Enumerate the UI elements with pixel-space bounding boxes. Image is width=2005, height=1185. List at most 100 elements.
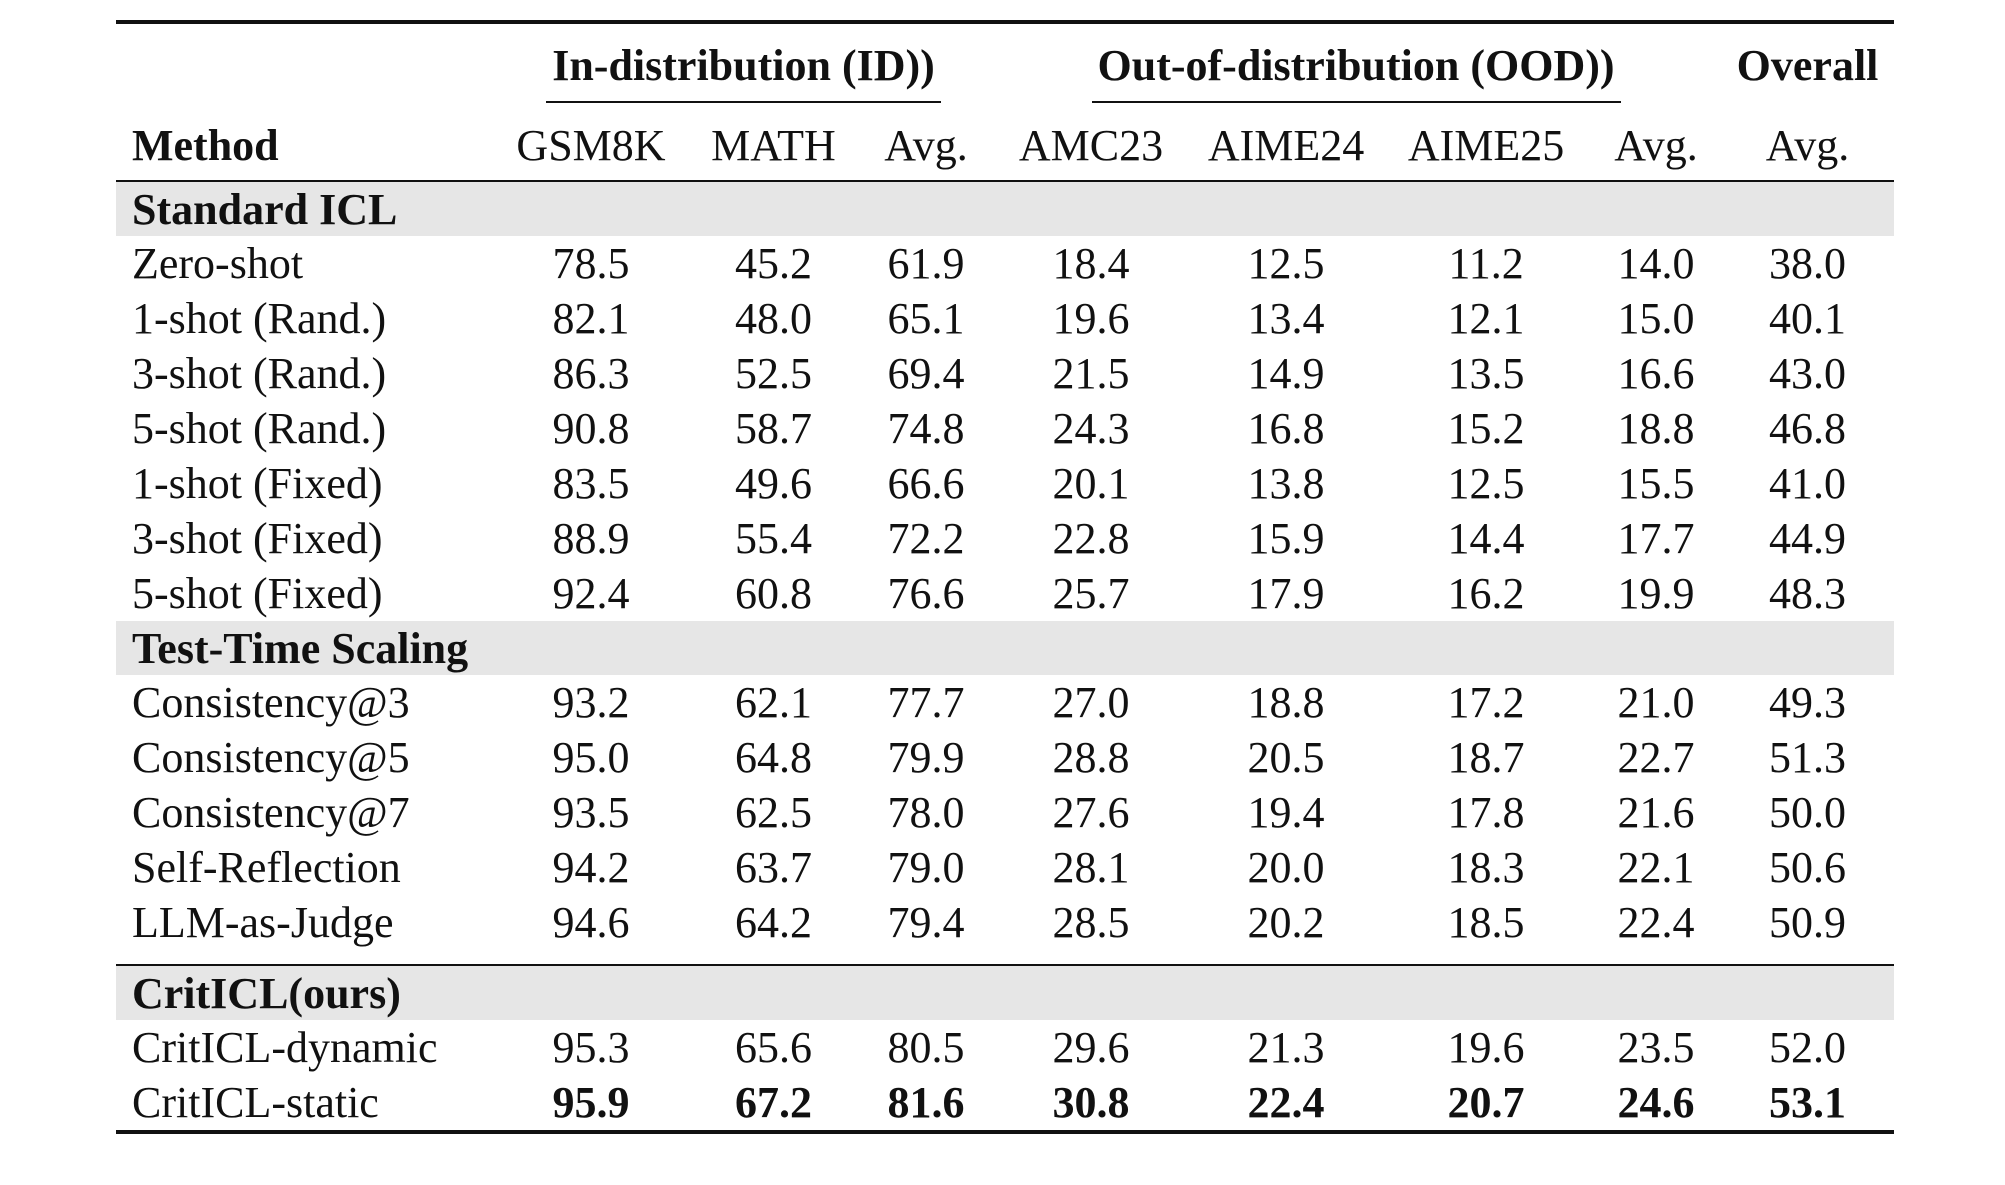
table-cell: 60.8 bbox=[735, 569, 812, 618]
table-cell: 14.9 bbox=[1247, 349, 1325, 398]
table-cell: 29.6 bbox=[1052, 1023, 1130, 1072]
table-cell: 63.7 bbox=[735, 843, 812, 892]
method-name: 1-shot (Fixed) bbox=[132, 459, 383, 508]
table-cell: 95.3 bbox=[552, 1023, 630, 1072]
table-cell: 62.1 bbox=[735, 678, 812, 727]
table-cell: 21.3 bbox=[1247, 1023, 1325, 1072]
table-row: Consistency@5 95.0 64.8 79.9 28.8 20.5 18.7 22.… bbox=[116, 730, 1894, 785]
table-cell: 17.2 bbox=[1447, 678, 1525, 727]
table-cell: 30.8 bbox=[991, 1075, 1192, 1134]
table-row: Zero-shot 78.5 45.2 61.9 18.4 12.5 11.2 14.0 38.… bbox=[116, 236, 1894, 291]
method-name: Consistency@3 bbox=[132, 678, 410, 727]
table-cell: 46.8 bbox=[1769, 404, 1847, 453]
table-cell: 67.2 bbox=[686, 1075, 861, 1134]
table-cell: 17.7 bbox=[1617, 514, 1695, 563]
section-title: Standard ICL bbox=[116, 181, 1895, 236]
group-header-row: In-distribution (ID)) Out-of-distributio… bbox=[116, 20, 1895, 110]
table-row: CritICL-dynamic 95.3 65.6 80.5 29.6 21.3 19.6 2… bbox=[116, 1020, 1894, 1075]
table-cell: 93.2 bbox=[552, 678, 630, 727]
section-header-row: Standard ICL bbox=[116, 181, 1895, 236]
table-cell: 65.6 bbox=[735, 1023, 812, 1072]
table-cell: 52.5 bbox=[735, 349, 812, 398]
table-cell: 43.0 bbox=[1769, 349, 1847, 398]
table-cell: 15.2 bbox=[1447, 404, 1525, 453]
column-header-row: Method GSM8K MATH Avg. AMC23 AIME24 AIME… bbox=[116, 110, 1895, 182]
table-cell: 53.1 bbox=[1721, 1075, 1895, 1134]
table-cell: 45.2 bbox=[735, 239, 812, 288]
method-name: 3-shot (Rand.) bbox=[132, 349, 387, 398]
table-cell: 19.9 bbox=[1617, 569, 1695, 618]
table-cell: 24.6 bbox=[1591, 1075, 1722, 1134]
table-cell: 27.6 bbox=[1052, 788, 1130, 837]
method-name: CritICL-static bbox=[116, 1075, 496, 1134]
section-title: CritICL(ours) bbox=[116, 964, 1895, 1020]
table-cell: 62.5 bbox=[735, 788, 812, 837]
table-cell: 25.7 bbox=[1052, 569, 1130, 618]
column-header-aime25: AIME25 bbox=[1381, 110, 1592, 182]
section-header-row: Test-Time Scaling bbox=[116, 621, 1895, 675]
table-row: Consistency@3 93.2 62.1 77.7 27.0 18.8 17.2 21.… bbox=[116, 675, 1894, 730]
table-cell: 22.7 bbox=[1617, 733, 1695, 782]
table-cell: 48.3 bbox=[1769, 569, 1847, 618]
method-name: 5-shot (Fixed) bbox=[132, 569, 383, 618]
table-cell: 40.1 bbox=[1769, 294, 1847, 343]
table-cell: 20.7 bbox=[1381, 1075, 1592, 1134]
method-name: Consistency@7 bbox=[132, 788, 410, 837]
table-cell: 28.1 bbox=[1052, 843, 1130, 892]
table-cell: 95.0 bbox=[552, 733, 630, 782]
table-cell: 50.0 bbox=[1769, 788, 1847, 837]
table-cell: 22.4 bbox=[1617, 898, 1695, 947]
table-cell: 13.8 bbox=[1247, 459, 1325, 508]
table-cell: 72.2 bbox=[887, 514, 965, 563]
table-row: Self-Reflection 94.2 63.7 79.0 28.1 20.0 18.3 2… bbox=[116, 840, 1894, 895]
table-cell: 48.0 bbox=[735, 294, 812, 343]
method-name: 1-shot (Rand.) bbox=[132, 294, 387, 343]
column-header-ood-avg: Avg. bbox=[1591, 110, 1722, 182]
table-cell: 82.1 bbox=[552, 294, 630, 343]
table-cell: 28.5 bbox=[1052, 898, 1130, 947]
table-cell: 18.3 bbox=[1447, 843, 1525, 892]
table-cell: 22.4 bbox=[1191, 1075, 1382, 1134]
table-cell: 38.0 bbox=[1769, 239, 1847, 288]
table-cell: 13.5 bbox=[1447, 349, 1525, 398]
table-cell: 79.0 bbox=[887, 843, 965, 892]
table-cell: 20.2 bbox=[1247, 898, 1325, 947]
table-cell: 14.4 bbox=[1447, 514, 1525, 563]
table-cell: 79.4 bbox=[887, 898, 965, 947]
column-header-overall-avg: Avg. bbox=[1721, 110, 1895, 182]
table-cell: 14.0 bbox=[1617, 239, 1695, 288]
table-cell: 90.8 bbox=[552, 404, 630, 453]
table-cell: 13.4 bbox=[1247, 294, 1325, 343]
table-cell: 21.6 bbox=[1617, 788, 1695, 837]
table-cell: 19.6 bbox=[1052, 294, 1130, 343]
table-cell: 51.3 bbox=[1769, 733, 1847, 782]
table-cell: 79.9 bbox=[887, 733, 965, 782]
table-cell: 18.8 bbox=[1247, 678, 1325, 727]
table-cell: 20.5 bbox=[1247, 733, 1325, 782]
method-name: LLM-as-Judge bbox=[132, 898, 394, 947]
results-table-body: Standard ICL Zero-shot 78.5 45.2 61.9 18.4 12.… bbox=[116, 181, 1895, 1134]
group-header-ood: Out-of-distribution (OOD)) bbox=[991, 20, 1722, 110]
table-cell: 93.5 bbox=[552, 788, 630, 837]
method-name: 5-shot (Rand.) bbox=[132, 404, 387, 453]
column-header-method: Method bbox=[116, 110, 496, 182]
table-cell: 50.6 bbox=[1769, 843, 1847, 892]
table-cell: 16.2 bbox=[1447, 569, 1525, 618]
table-cell: 18.8 bbox=[1617, 404, 1695, 453]
table-cell: 18.5 bbox=[1447, 898, 1525, 947]
table-cell: 77.7 bbox=[887, 678, 965, 727]
table-cell: 66.6 bbox=[887, 459, 965, 508]
table-cell: 44.9 bbox=[1769, 514, 1847, 563]
method-name: 3-shot (Fixed) bbox=[132, 514, 383, 563]
table-row: LLM-as-Judge 94.6 64.2 79.4 28.5 20.2 18.5 22.4… bbox=[116, 895, 1894, 950]
column-header-math: MATH bbox=[686, 110, 861, 182]
table-row: 5-shot (Rand.) 90.8 58.7 74.8 24.3 16.8 15.2 18… bbox=[116, 401, 1894, 456]
table-cell: 24.3 bbox=[1052, 404, 1130, 453]
table-cell: 52.0 bbox=[1769, 1023, 1847, 1072]
table-row: 3-shot (Rand.) 86.3 52.5 69.4 21.5 14.9 13.5 16… bbox=[116, 346, 1894, 401]
table-cell: 18.4 bbox=[1052, 239, 1130, 288]
table-cell: 16.6 bbox=[1617, 349, 1695, 398]
table-cell: 18.7 bbox=[1447, 733, 1525, 782]
table-cell: 74.8 bbox=[887, 404, 965, 453]
table-cell: 21.5 bbox=[1052, 349, 1130, 398]
